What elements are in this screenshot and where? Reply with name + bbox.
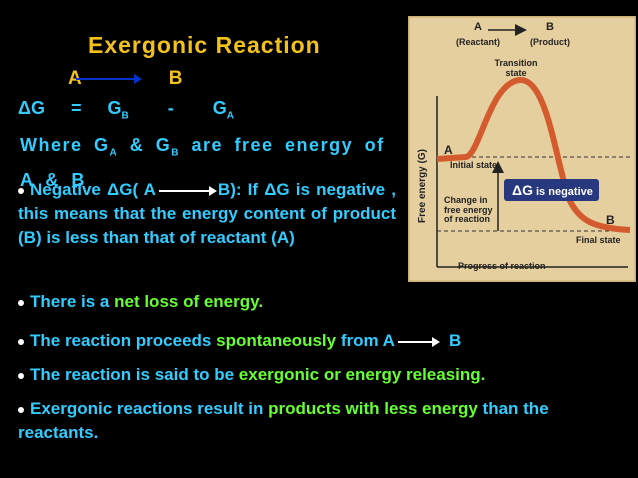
delta-g-equation: ΔG = GB - GA [18, 98, 234, 122]
energy-diagram: ΔG is negative A B (Reactant) (Product) … [408, 16, 636, 282]
text: than the reactants. [18, 399, 549, 442]
text: (Product) [530, 37, 570, 47]
label: Transition state [494, 58, 538, 78]
text: B [171, 147, 180, 159]
text: Free energy (G) [417, 149, 428, 223]
energy-curve [436, 77, 631, 233]
text: G [107, 98, 122, 118]
text: net loss of energy. [114, 292, 264, 311]
text: B [606, 213, 615, 227]
text: from A [336, 331, 395, 350]
text: are free energy of A & B [20, 135, 385, 190]
text: ΔG [18, 98, 45, 118]
where-text: Where GA & GB are free energy of A & B [20, 132, 402, 193]
arrow [158, 185, 217, 196]
text: ΔG [512, 182, 533, 198]
text: Negative ΔG( A [30, 180, 156, 199]
diagram-bg [408, 16, 636, 282]
text: The reaction is said to be [30, 365, 239, 384]
bullet-dot [18, 338, 24, 345]
text: G [212, 98, 227, 118]
text: Final state [576, 235, 621, 245]
text: A [109, 147, 119, 159]
bullet: There is a net loss of energy. [18, 292, 263, 312]
text: spontaneously [216, 331, 337, 350]
bullet: Negative ΔG( A B): If ΔG is negative , th… [18, 178, 396, 250]
bullet: The reaction proceeds spontaneously from… [18, 331, 461, 351]
text: = [70, 98, 82, 118]
text: A [226, 110, 235, 122]
bullet: Exergonic reactions result in products w… [18, 397, 608, 445]
text: - [167, 98, 174, 118]
dg-box [504, 179, 599, 201]
text: Change in free energy of reaction [444, 196, 493, 224]
reaction-right: B [168, 68, 183, 89]
text: A [474, 21, 482, 33]
reaction-left: A [68, 68, 82, 89]
bullet-dot [18, 406, 24, 413]
bullet-dot [18, 299, 24, 306]
bullet-dot [18, 372, 24, 379]
text: B [121, 110, 129, 122]
text: There is a [30, 292, 115, 311]
bullet-dot [18, 187, 24, 194]
arrow [75, 73, 142, 84]
text: (Reactant) [456, 37, 500, 47]
arrow [397, 336, 440, 347]
text: Where G [20, 135, 110, 155]
text: B [546, 21, 554, 33]
text: Progress of reaction [458, 261, 546, 271]
text: The reaction proceeds [30, 331, 217, 350]
text: exergonic or energy releasing. [238, 365, 486, 384]
text: B [448, 331, 462, 350]
text: is negative [536, 186, 593, 198]
label: Change in free energy of reaction [444, 196, 493, 224]
text: B): If ΔG is negative , this means that … [18, 180, 396, 247]
text: Initial state [450, 160, 497, 170]
bullet: The reaction is said to be exergonic or … [18, 365, 485, 385]
text: Exergonic reactions result in [30, 399, 269, 418]
title: Exergonic Reaction [88, 32, 321, 58]
text: products with less energy [268, 399, 478, 418]
text: A [444, 143, 453, 157]
text: Transition state [494, 58, 538, 78]
text: & G [118, 135, 172, 155]
